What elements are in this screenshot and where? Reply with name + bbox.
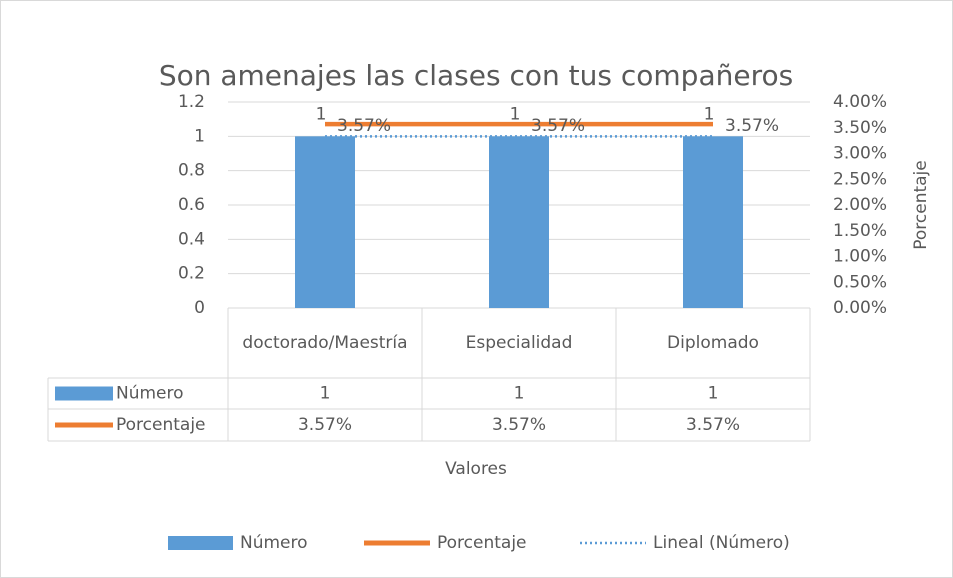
y-tick-label: 0.2 [178,264,205,284]
chart-title: Son amenajes las clases con tus compañer… [159,59,793,92]
table-row-name: Porcentaje [116,415,206,435]
y-tick-label: 1.2 [178,92,205,112]
bar [683,136,743,308]
table-cell: 1 [708,384,719,404]
legend-label: Número [240,533,308,553]
y-tick-label: 0.6 [178,195,205,215]
bar [489,136,549,308]
x-tick-label: doctorado/Maestría [242,333,408,353]
data-label: 1 [510,104,521,124]
table-cell: 3.57% [686,415,740,435]
legend-key [55,386,113,401]
x-tick-label: Especialidad [465,333,573,353]
y2-tick-label: 3.00% [833,144,887,164]
y2-tick-label: 4.00% [833,92,887,112]
x-tick-label: Diplomado [667,333,759,353]
y-tick-label: 1 [194,126,205,146]
y2-tick-label: 0.00% [833,298,887,318]
bar [295,136,355,308]
y-tick-label: 0.8 [178,161,205,181]
legend-label: Lineal (Número) [653,533,790,553]
y2-tick-label: 3.50% [833,118,887,138]
y2-tick-label: 0.50% [833,272,887,292]
y2-tick-label: 1.00% [833,247,887,267]
y-tick-label: 0 [194,298,205,318]
y2-tick-label: 2.50% [833,169,887,189]
table-cell: 3.57% [298,415,352,435]
data-label: 3.57% [531,116,585,136]
legend-label: Porcentaje [437,533,527,553]
data-label: 3.57% [725,116,779,136]
y-tick-label: 0.4 [178,229,205,249]
x-axis-label: Valores [445,459,507,479]
data-label: 1 [316,104,327,124]
data-label: 1 [704,104,715,124]
table-cell: 1 [320,384,331,404]
table-row-name: Número [116,384,184,404]
legend-key [168,536,233,550]
table-cell: 1 [514,384,525,404]
y2-tick-label: 2.00% [833,195,887,215]
y2-axis-label: Porcentaje [911,160,931,250]
y2-tick-label: 1.50% [833,221,887,241]
data-label: 3.57% [337,116,391,136]
table-cell: 3.57% [492,415,546,435]
